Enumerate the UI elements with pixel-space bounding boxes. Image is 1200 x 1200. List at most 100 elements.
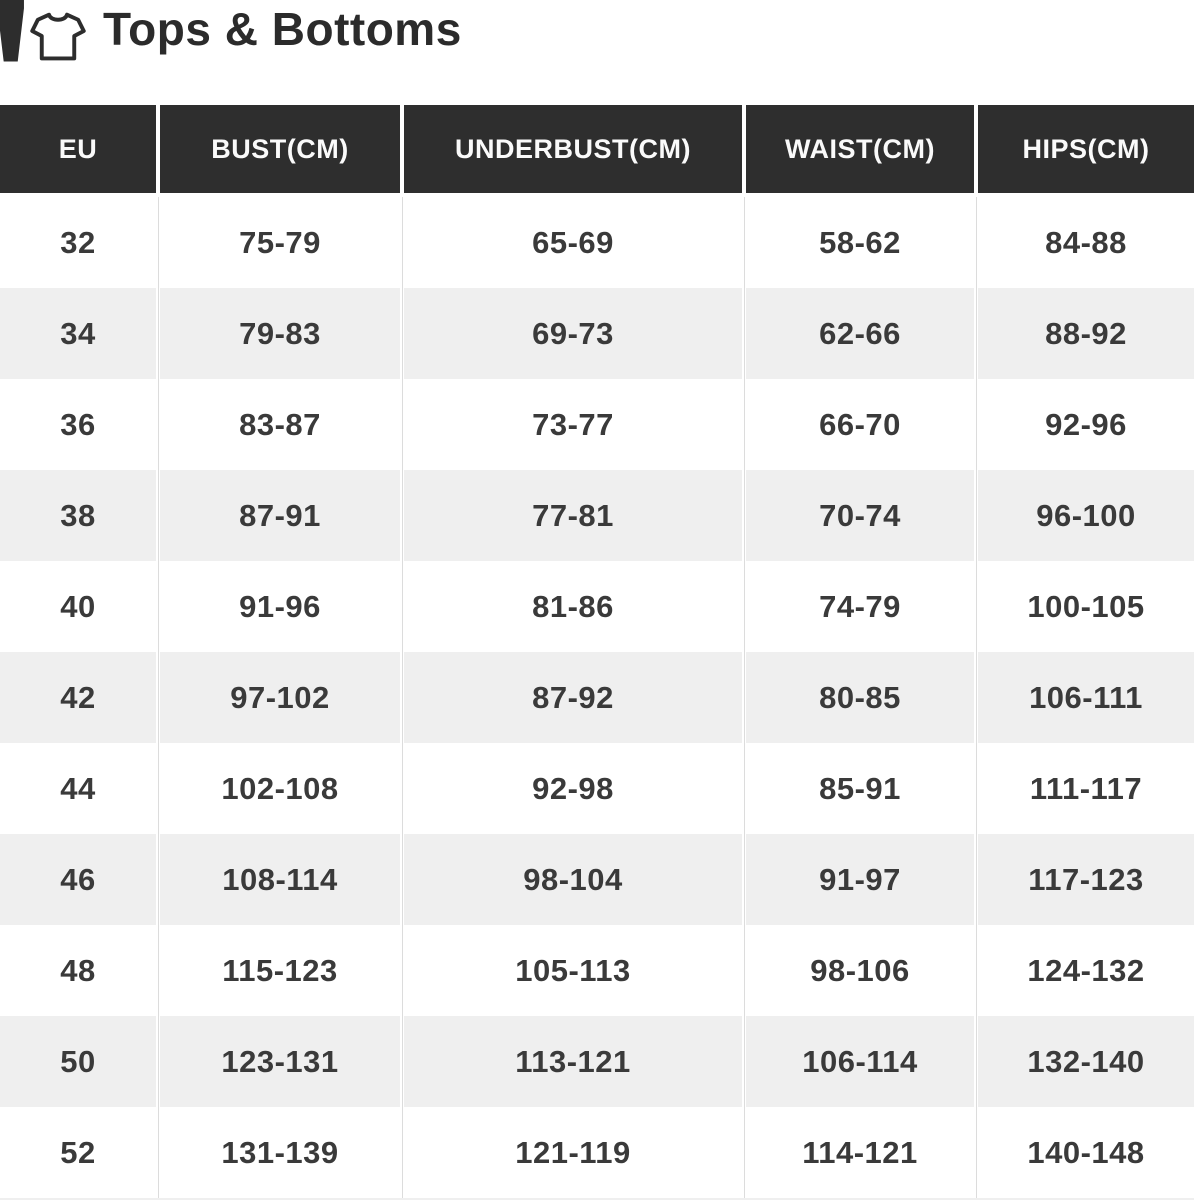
table-cell: 100-105 [978, 561, 1194, 652]
table-row: 44 102-108 92-98 85-91 111-117 [0, 743, 1194, 834]
column-divider [974, 1107, 978, 1198]
column-header: UNDERBUST(CM) [404, 105, 742, 193]
table-cell: 97-102 [160, 652, 400, 743]
column-divider [974, 470, 978, 561]
column-divider [974, 743, 978, 834]
table-cell: 65-69 [404, 197, 742, 288]
table-cell: 66-70 [746, 379, 974, 470]
header-divider [400, 105, 404, 193]
table-cell: 113-121 [404, 1016, 742, 1107]
table-cell: 52 [0, 1107, 156, 1198]
column-divider [974, 1016, 978, 1107]
table-cell: 50 [0, 1016, 156, 1107]
column-divider [156, 470, 160, 561]
column-divider [156, 561, 160, 652]
column-divider [974, 652, 978, 743]
table-cell: 42 [0, 652, 156, 743]
column-divider [974, 834, 978, 925]
table-cell: 121-119 [404, 1107, 742, 1198]
pants-icon [0, 0, 24, 62]
column-divider [974, 925, 978, 1016]
table-row: 42 97-102 87-92 80-85 106-111 [0, 652, 1194, 743]
column-divider [742, 925, 746, 1016]
table-row: 52 131-139 121-119 114-121 140-148 [0, 1107, 1194, 1198]
table-cell: 80-85 [746, 652, 974, 743]
table-body: 32 75-79 65-69 58-62 84-88 34 79-83 69-73 62-66 8… [0, 197, 1194, 1198]
table-cell: 111-117 [978, 743, 1194, 834]
table-cell: 58-62 [746, 197, 974, 288]
column-divider [400, 1107, 404, 1198]
table-row: 50 123-131 113-121 106-114 132-140 [0, 1016, 1194, 1107]
column-divider [156, 834, 160, 925]
table-cell: 132-140 [978, 1016, 1194, 1107]
table-row: 40 91-96 81-86 74-79 100-105 [0, 561, 1194, 652]
table-cell: 77-81 [404, 470, 742, 561]
table-cell: 69-73 [404, 288, 742, 379]
table-row: 32 75-79 65-69 58-62 84-88 [0, 197, 1194, 288]
column-divider [742, 288, 746, 379]
column-divider [156, 1107, 160, 1198]
table-cell: 48 [0, 925, 156, 1016]
table-cell: 87-91 [160, 470, 400, 561]
table-cell: 96-100 [978, 470, 1194, 561]
table-cell: 36 [0, 379, 156, 470]
column-divider [742, 561, 746, 652]
table-cell: 92-98 [404, 743, 742, 834]
column-divider [156, 925, 160, 1016]
column-divider [156, 288, 160, 379]
header-divider [974, 105, 978, 193]
column-divider [156, 743, 160, 834]
table-cell: 106-114 [746, 1016, 974, 1107]
table-cell: 75-79 [160, 197, 400, 288]
column-divider [742, 1107, 746, 1198]
column-header: BUST(CM) [160, 105, 400, 193]
column-divider [400, 470, 404, 561]
table-cell: 32 [0, 197, 156, 288]
table-cell: 85-91 [746, 743, 974, 834]
table-cell: 38 [0, 470, 156, 561]
table-row: 38 87-91 77-81 70-74 96-100 [0, 470, 1194, 561]
table-row: 48 115-123 105-113 98-106 124-132 [0, 925, 1194, 1016]
table-cell: 84-88 [978, 197, 1194, 288]
column-divider [156, 197, 160, 288]
table-row: 34 79-83 69-73 62-66 88-92 [0, 288, 1194, 379]
table-cell: 62-66 [746, 288, 974, 379]
table-cell: 74-79 [746, 561, 974, 652]
table-cell: 44 [0, 743, 156, 834]
column-divider [400, 197, 404, 288]
column-divider [742, 652, 746, 743]
size-table: EU BUST(CM) UNDERBUST(CM) WAIST(CM) HIPS(CM)… [0, 105, 1194, 1200]
table-cell: 123-131 [160, 1016, 400, 1107]
column-divider [400, 561, 404, 652]
table-cell: 105-113 [404, 925, 742, 1016]
table-cell: 115-123 [160, 925, 400, 1016]
column-divider [974, 197, 978, 288]
column-header: WAIST(CM) [746, 105, 974, 193]
column-divider [974, 288, 978, 379]
column-divider [156, 379, 160, 470]
column-divider [400, 379, 404, 470]
column-divider [400, 743, 404, 834]
table-cell: 70-74 [746, 470, 974, 561]
table-cell: 108-114 [160, 834, 400, 925]
table-cell: 140-148 [978, 1107, 1194, 1198]
column-divider [742, 197, 746, 288]
column-divider [742, 834, 746, 925]
table-cell: 34 [0, 288, 156, 379]
table-row: 36 83-87 73-77 66-70 92-96 [0, 379, 1194, 470]
next-row-stripe [0, 1198, 1194, 1200]
table-cell: 40 [0, 561, 156, 652]
column-divider [974, 561, 978, 652]
table-cell: 114-121 [746, 1107, 974, 1198]
column-divider [742, 379, 746, 470]
table-cell: 98-106 [746, 925, 974, 1016]
table-cell: 98-104 [404, 834, 742, 925]
table-cell: 81-86 [404, 561, 742, 652]
table-cell: 102-108 [160, 743, 400, 834]
column-divider [400, 1016, 404, 1107]
page-title: Tops & Bottoms [103, 3, 462, 55]
table-cell: 124-132 [978, 925, 1194, 1016]
table-cell: 73-77 [404, 379, 742, 470]
table-cell: 131-139 [160, 1107, 400, 1198]
